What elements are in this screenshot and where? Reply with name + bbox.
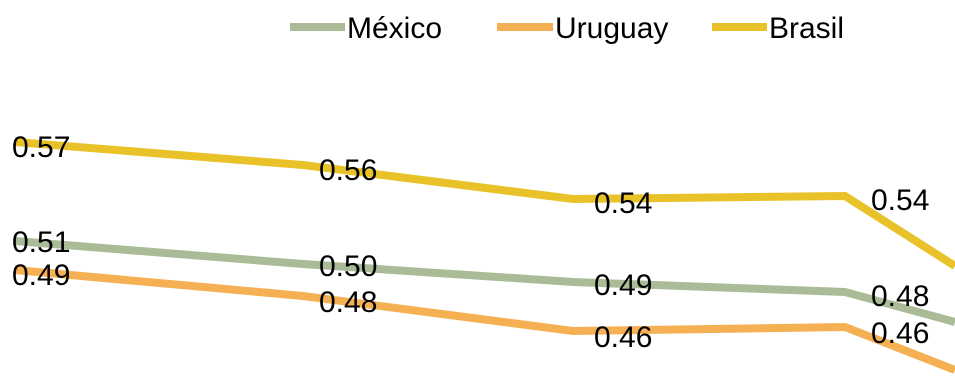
legend-label-uruguay: Uruguay [555, 12, 668, 45]
data-label-mexico-3: 0.49 [594, 269, 652, 302]
data-labels: 0.51 0.50 0.49 0.48 0.49 0.48 0.46 0.46 0.57 0.56… [12, 131, 929, 354]
data-label-uruguay-2: 0.48 [319, 286, 377, 319]
series-line-mexico [14, 237, 955, 326]
data-label-mexico-1: 0.51 [12, 226, 70, 259]
data-label-brasil-2: 0.56 [319, 154, 377, 187]
legend: México Uruguay Brasil [290, 12, 844, 45]
series-lines [14, 138, 955, 374]
data-label-brasil-4: 0.54 [871, 184, 929, 217]
data-label-mexico-2: 0.50 [319, 250, 377, 283]
data-label-brasil-3: 0.54 [594, 187, 652, 220]
legend-label-brasil: Brasil [769, 12, 844, 45]
series-line-uruguay [14, 266, 955, 374]
series-line-brasil [14, 138, 955, 270]
legend-label-mexico: México [347, 12, 442, 45]
data-label-uruguay-3: 0.46 [594, 321, 652, 354]
data-label-uruguay-1: 0.49 [12, 259, 70, 292]
data-label-mexico-4: 0.48 [871, 280, 929, 313]
data-label-uruguay-4: 0.46 [871, 317, 929, 350]
data-label-brasil-1: 0.57 [12, 131, 70, 164]
